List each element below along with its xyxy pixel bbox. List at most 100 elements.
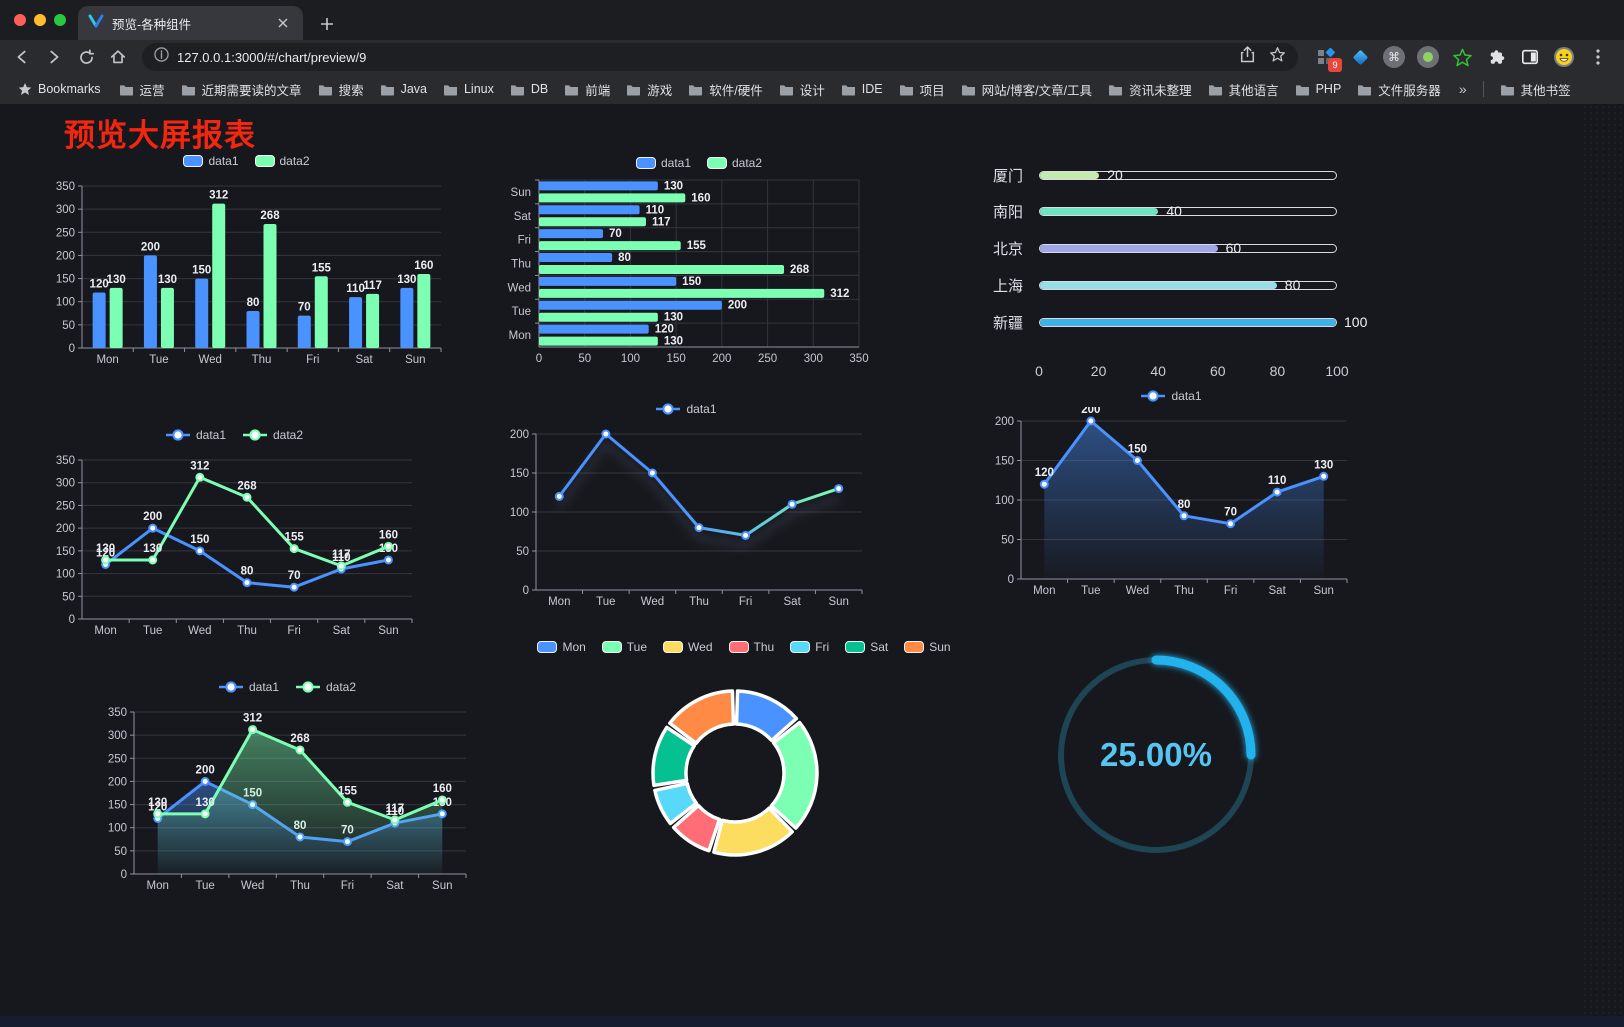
bookmark-folder-label: 资讯未整理 — [1129, 83, 1192, 98]
svg-text:Wed: Wed — [1126, 585, 1149, 597]
grouped-bar-chart[interactable]: data1 data2 0 50 100 150 200 250 300 350 Mon Tue Wed… — [44, 150, 449, 368]
bookmark-folder[interactable]: 设计 — [773, 77, 831, 102]
back-button[interactable] — [8, 43, 36, 71]
reload-button[interactable] — [72, 43, 100, 71]
legend-item[interactable]: Mon — [537, 640, 586, 654]
puzzle-extensions-icon[interactable] — [1484, 45, 1508, 69]
folder-icon — [1208, 84, 1222, 96]
bookmark-folder[interactable]: DB — [504, 79, 554, 99]
bookmark-folder-label: IDE — [861, 82, 883, 96]
legend-item[interactable]: data1 — [1140, 389, 1202, 403]
svg-text:Tue: Tue — [143, 625, 162, 637]
bookmark-folder[interactable]: 项目 — [893, 77, 951, 102]
legend-swatch — [601, 641, 622, 653]
record-extension-icon[interactable] — [1416, 45, 1440, 69]
legend-item[interactable]: data2 — [295, 680, 356, 694]
legend-item[interactable]: Sun — [904, 640, 951, 654]
bookmark-folder[interactable]: PHP — [1289, 79, 1348, 99]
zoom-window-button[interactable] — [54, 14, 66, 26]
browser-tab[interactable]: 预览-各种组件 — [78, 6, 303, 40]
legend-item[interactable]: data1 — [655, 402, 717, 416]
bookmark-folder[interactable]: 软件/硬件 — [682, 77, 768, 102]
progress-row[interactable]: 上海 80 — [993, 275, 1337, 295]
horizontal-bar-chart[interactable]: data1 data2 0 50 100 150 200 250 300 350 Sun 130 160… — [503, 152, 895, 367]
home-button[interactable] — [104, 43, 132, 71]
grid-extension-icon[interactable]: 9 — [1314, 45, 1342, 72]
donut-chart[interactable]: Mon Tue Wed Thu Fri Sat Sun — [537, 636, 951, 881]
two-series-area-chart[interactable]: data1 data2 0 50 100 150 200 250 300 350 Mon Tue Wed… — [96, 676, 478, 894]
legend-item[interactable]: data1 — [635, 156, 691, 170]
svg-text:Fri: Fri — [739, 596, 752, 608]
svg-text:25.00%: 25.00% — [1100, 736, 1212, 773]
emoji-extension-icon[interactable] — [1552, 45, 1576, 69]
green-star-extension-icon[interactable] — [1450, 45, 1474, 69]
two-series-line-chart[interactable]: data1 data2 0 50 100 150 200 250 300 350 Mon Tue Wed… — [44, 424, 424, 639]
svg-text:0: 0 — [1008, 574, 1014, 586]
bookmark-folder[interactable]: 其他语言 — [1202, 77, 1285, 102]
bookmark-folder[interactable]: IDE — [835, 79, 889, 99]
svg-text:Fri: Fri — [518, 235, 531, 247]
svg-text:0: 0 — [523, 585, 529, 597]
legend-item[interactable]: Thu — [728, 640, 774, 654]
bookmark-folder[interactable]: 文件服务器 — [1351, 77, 1447, 102]
progress-bar-chart[interactable]: 厦门 20 南阳 40 北京 60 上海 80 新疆 100 0 20 40 60 80 100 — [993, 159, 1371, 387]
menu-kebab-icon[interactable] — [1586, 45, 1610, 69]
svg-text:150: 150 — [667, 353, 686, 365]
legend-item[interactable]: data1 — [218, 680, 279, 694]
legend-label: Wed — [688, 640, 713, 654]
svg-text:160: 160 — [414, 260, 433, 272]
bookmark-folder[interactable]: 网站/博客/文章/工具 — [955, 77, 1098, 102]
bookmark-folder[interactable]: 游戏 — [620, 77, 678, 102]
minimize-window-button[interactable] — [34, 14, 46, 26]
progress-row[interactable]: 新疆 100 — [993, 312, 1367, 332]
legend-item[interactable]: data1 — [183, 154, 239, 168]
gauge-chart[interactable]: 25.00% — [1052, 648, 1264, 868]
bookmark-folder[interactable]: 运营 — [113, 77, 171, 102]
tab-close-icon[interactable] — [273, 13, 293, 33]
command-extension-icon[interactable]: ⌘ — [1382, 45, 1406, 69]
axis-tick-label: 40 — [1150, 362, 1166, 379]
legend-item[interactable]: data1 — [165, 428, 226, 442]
new-tab-button[interactable] — [317, 14, 337, 34]
bookmark-folder[interactable]: 搜索 — [312, 77, 370, 102]
chart-canvas: 0 50 100 150 200 250 300 350 Mon Tue Wed Thu Fri Sat S… — [108, 707, 467, 892]
svg-text:Tue: Tue — [512, 306, 531, 318]
legend-item[interactable]: Wed — [663, 640, 713, 654]
close-window-button[interactable] — [14, 14, 26, 26]
bookmark-folder[interactable]: Java — [374, 79, 433, 99]
svg-text:Mon: Mon — [509, 330, 531, 342]
svg-text:130: 130 — [143, 543, 162, 555]
legend-item[interactable]: Fri — [790, 640, 829, 654]
progress-row[interactable]: 北京 60 — [993, 239, 1337, 259]
legend-item[interactable]: data2 — [242, 428, 303, 442]
bookmark-folder[interactable]: 资讯未整理 — [1102, 77, 1198, 102]
progress-row[interactable]: 厦门 20 — [993, 165, 1337, 185]
forward-button[interactable] — [40, 43, 68, 71]
bookmarks-root-label: Bookmarks — [38, 82, 101, 96]
bookmark-folder[interactable]: Linux — [437, 79, 500, 99]
bookmark-star-icon[interactable] — [1269, 46, 1286, 68]
other-bookmarks-folder[interactable]: 其他书签 — [1494, 77, 1577, 102]
svg-text:Sat: Sat — [1269, 585, 1287, 597]
diamond-extension-icon[interactable] — [1348, 45, 1372, 69]
legend-item[interactable]: Tue — [601, 640, 647, 654]
chart-legend: data1 data2 — [44, 150, 449, 172]
legend-label: Sun — [929, 640, 951, 654]
legend-item[interactable]: data2 — [254, 154, 310, 168]
url-text[interactable]: 127.0.0.1:3000/#/chart/preview/9 — [177, 49, 367, 65]
gradient-line-chart[interactable]: data1 0 50 100 150 200 Mon Tue Wed Thu Fri Sat Sun — [498, 398, 874, 610]
url-bar[interactable]: 127.0.0.1:3000/#/chart/preview/9 — [142, 43, 1298, 71]
bookmarks-overflow-chevron[interactable]: » — [1458, 81, 1467, 97]
svg-text:Sat: Sat — [386, 880, 404, 892]
site-info-icon[interactable] — [154, 47, 169, 67]
area-line-chart[interactable]: data1 0 50 100 150 200 Mon Tue Wed Thu Fri Sat Sun 12… — [983, 385, 1359, 599]
legend-item[interactable]: Sat — [845, 640, 888, 654]
bookmarks-root[interactable]: Bookmarks — [12, 79, 107, 99]
svg-text:Thu: Thu — [252, 354, 272, 366]
bookmark-folder[interactable]: 近期需要读的文章 — [175, 77, 308, 102]
bookmark-folder[interactable]: 前端 — [558, 77, 616, 102]
legend-item[interactable]: data2 — [707, 156, 762, 170]
share-icon[interactable] — [1240, 46, 1255, 68]
side-panel-icon[interactable] — [1518, 45, 1542, 69]
progress-row[interactable]: 南阳 40 — [993, 202, 1337, 222]
